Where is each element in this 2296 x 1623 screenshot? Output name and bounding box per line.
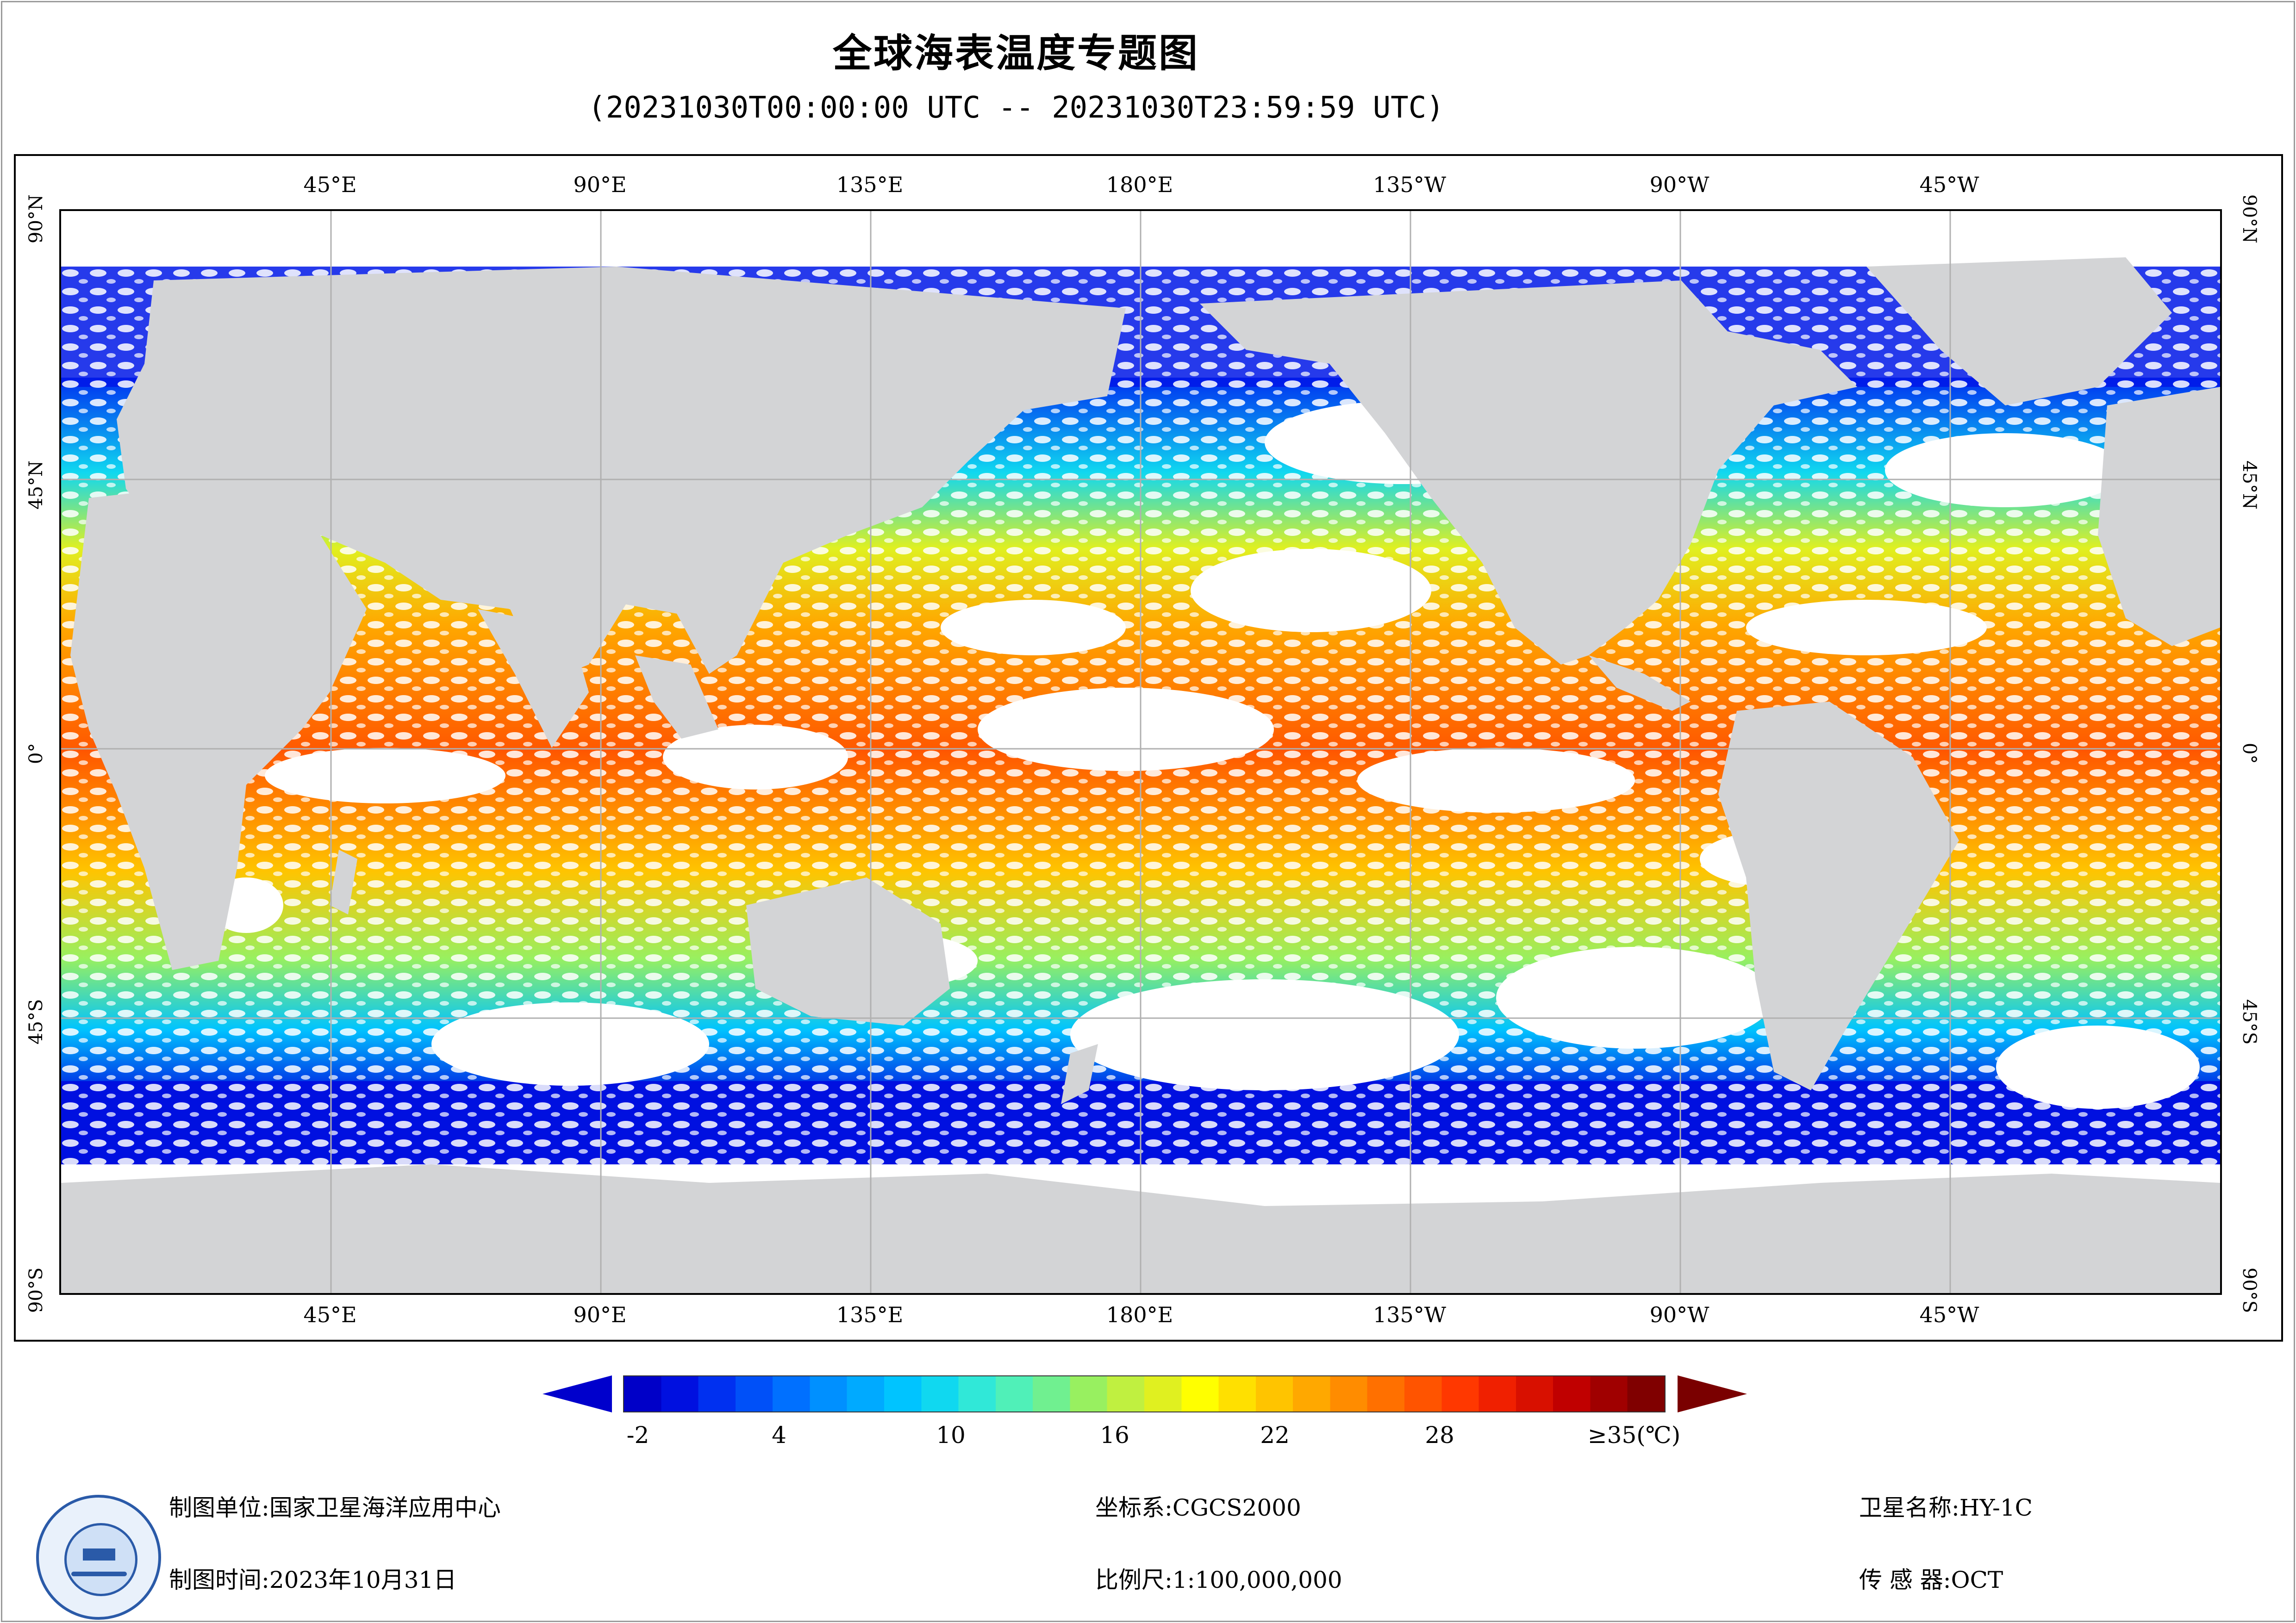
lat-label-right: 90°N (2239, 194, 2260, 243)
logo-wave-icon (71, 1572, 127, 1576)
lon-label-top: 90°W (1649, 172, 1710, 197)
land-greenland (1866, 257, 2172, 405)
lat-label-right: 45°S (2239, 999, 2260, 1045)
graticule (61, 211, 2220, 1293)
colorbar-tick: 10 (936, 1422, 966, 1449)
lon-label-top: 45°E (303, 172, 357, 197)
lon-label-top: 90°E (573, 172, 627, 197)
lon-label-bottom: 135°W (1373, 1302, 1447, 1327)
mapping-date: 制图时间:2023年10月31日 (169, 1567, 457, 1593)
lon-label-top: 135°W (1373, 172, 1447, 197)
lat-label-left: 45°S (25, 999, 47, 1045)
lon-label-top: 180°E (1106, 172, 1173, 197)
land-australia (746, 877, 950, 1026)
sst-map-panel (59, 209, 2222, 1295)
lat-label-left: 90°N (25, 194, 47, 243)
lat-label-left: 45°N (25, 460, 47, 510)
colorbar-tick: 16 (1100, 1422, 1129, 1449)
satellite-name: 卫星名称:HY-1C (1859, 1494, 2033, 1521)
land-north-america (1200, 280, 1857, 665)
lon-label-bottom: 135°E (836, 1302, 904, 1327)
cloud-patches (209, 401, 2200, 1109)
lat-label-left: 0° (25, 743, 47, 764)
lon-label-top: 135°E (836, 172, 904, 197)
land-india (478, 609, 589, 748)
ocean-satellite-center-logo (36, 1495, 161, 1620)
land-africa (70, 479, 367, 970)
lon-label-bottom: 90°E (573, 1302, 627, 1327)
colorbar-tick: ≥35(℃) (1587, 1422, 1681, 1449)
colorbar-min-arrow (543, 1375, 612, 1412)
map-scale: 比例尺:1:100,000,000 (1095, 1567, 1342, 1593)
land-south-america (1718, 702, 1959, 1090)
lat-label-right: 45°N (2239, 460, 2260, 510)
colorbar-tick: 28 (1425, 1422, 1454, 1449)
land-southeast-asia (635, 655, 718, 739)
land-central-america (1589, 655, 1691, 711)
colorbar-tick: 22 (1260, 1422, 1290, 1449)
lon-label-bottom: 90°W (1649, 1302, 1710, 1327)
land-eurasia (117, 267, 1126, 683)
lon-label-bottom: 45°W (1919, 1302, 1979, 1327)
colorbar-tick: 4 (772, 1422, 786, 1449)
lat-label-right: 0° (2239, 743, 2260, 764)
map-title: 全球海表温度专题图 (832, 31, 1199, 76)
lat-label-right: 90°S (2239, 1267, 2260, 1313)
map-time-range: (20231030T00:00:00 UTC -- 20231030T23:59… (588, 91, 1444, 125)
lon-label-bottom: 45°E (303, 1302, 357, 1327)
sensor-name: 传 感 器:OCT (1859, 1567, 2003, 1593)
sst-map-canvas (61, 211, 2220, 1293)
map-outer-frame (14, 154, 2283, 1342)
coordinate-system: 坐标系:CGCS2000 (1095, 1494, 1301, 1521)
land-madagascar (330, 850, 357, 914)
logo-satellite-icon (83, 1548, 115, 1561)
mapping-organization: 制图单位:国家卫星海洋应用中心 (169, 1494, 501, 1521)
land-western-europe (2098, 387, 2220, 646)
colorbar-tick: -2 (626, 1422, 649, 1449)
lat-label-left: 90°S (25, 1267, 47, 1313)
lon-label-bottom: 180°E (1106, 1302, 1173, 1327)
colorbar-max-arrow (1678, 1375, 1747, 1412)
sst-colorbar (623, 1375, 1666, 1412)
land-new-zealand (1061, 1044, 1098, 1104)
lon-label-top: 45°W (1919, 172, 1979, 197)
